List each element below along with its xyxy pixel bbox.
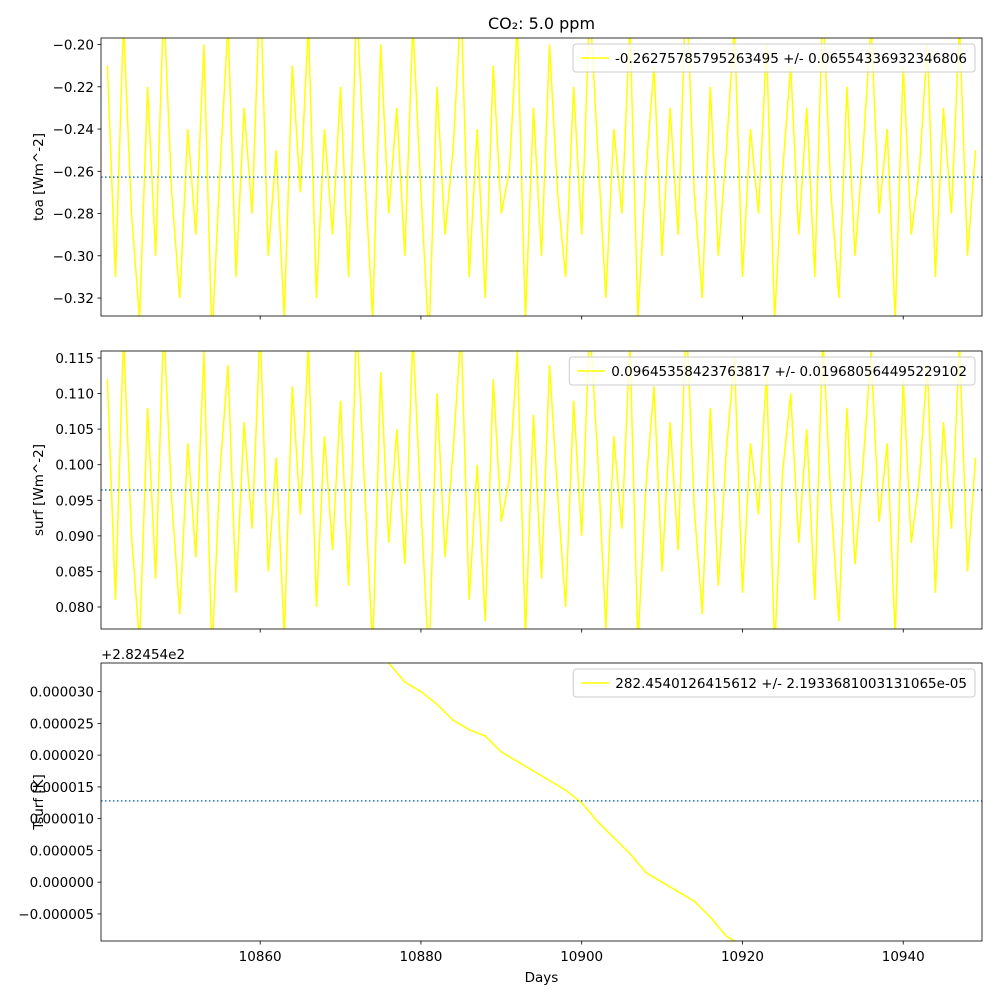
legend: 282.4540126415612 +/- 2.1933681003131065… (572, 668, 976, 698)
y-tick-label: 0.000020 (30, 748, 94, 764)
y-tick-label: 0.000030 (30, 685, 94, 701)
legend: 0.09645358423763817 +/- 0.01968056449522… (568, 356, 976, 386)
y-tick-label: −0.000005 (18, 907, 94, 923)
legend-box (572, 43, 976, 73)
legend-label: 0.09645358423763817 +/- 0.01968056449522… (611, 364, 967, 380)
y-tick-label: −0.22 (53, 80, 94, 96)
x-tick-label: 10940 (882, 949, 925, 965)
legend: -0.26275785795263495 +/- 0.0655433693234… (572, 43, 976, 73)
axes-frame (100, 350, 983, 630)
chart-title: CO₂: 5.0 ppm (488, 14, 595, 33)
axes-frame (100, 662, 983, 942)
x-tick-label: 10860 (239, 949, 282, 965)
y-tick-label: 0.000010 (30, 812, 94, 828)
x-tick-label: 10900 (560, 949, 603, 965)
y-tick-label: −0.24 (53, 122, 94, 138)
y-axis-label: surf [Wm^-2] (31, 444, 47, 536)
y-tick-label: 0.000000 (30, 875, 94, 891)
y-tick-label: 0.000025 (30, 716, 94, 732)
y-tick-label: 0.085 (55, 564, 94, 580)
data-line (106, 38, 977, 316)
y-tick-label: −0.32 (53, 291, 94, 307)
legend-box (568, 356, 976, 386)
y-axis-label: toa [Wm^-2] (31, 133, 47, 221)
axes-frame (100, 37, 983, 317)
y-tick-label: 0.110 (55, 387, 94, 403)
y-tick-label: −0.20 (53, 38, 94, 54)
y-tick-label: 0.080 (55, 600, 94, 616)
y-axis-label: Tsurf [K] (31, 774, 47, 831)
data-line (106, 351, 977, 629)
offset-label: +2.82454e2 (101, 647, 185, 663)
y-tick-label: 0.000005 (30, 843, 94, 859)
x-tick-label: 10880 (399, 949, 442, 965)
legend-label: 282.4540126415612 +/- 2.1933681003131065… (615, 676, 967, 692)
y-tick-label: 0.100 (55, 458, 94, 474)
y-tick-label: −0.26 (53, 164, 94, 180)
y-tick-label: −0.30 (53, 249, 94, 265)
y-tick-label: 0.115 (55, 351, 94, 367)
x-tick-label: 10920 (721, 949, 764, 965)
y-tick-label: 0.105 (55, 422, 94, 438)
legend-label: -0.26275785795263495 +/- 0.0655433693234… (615, 51, 967, 67)
y-tick-label: 0.000015 (30, 780, 94, 796)
y-tick-label: 0.090 (55, 529, 94, 545)
data-line (387, 663, 737, 941)
y-tick-label: −0.28 (53, 207, 94, 223)
legend-box (572, 668, 976, 698)
x-axis-label: Days (525, 970, 559, 986)
y-tick-label: 0.095 (55, 493, 94, 509)
